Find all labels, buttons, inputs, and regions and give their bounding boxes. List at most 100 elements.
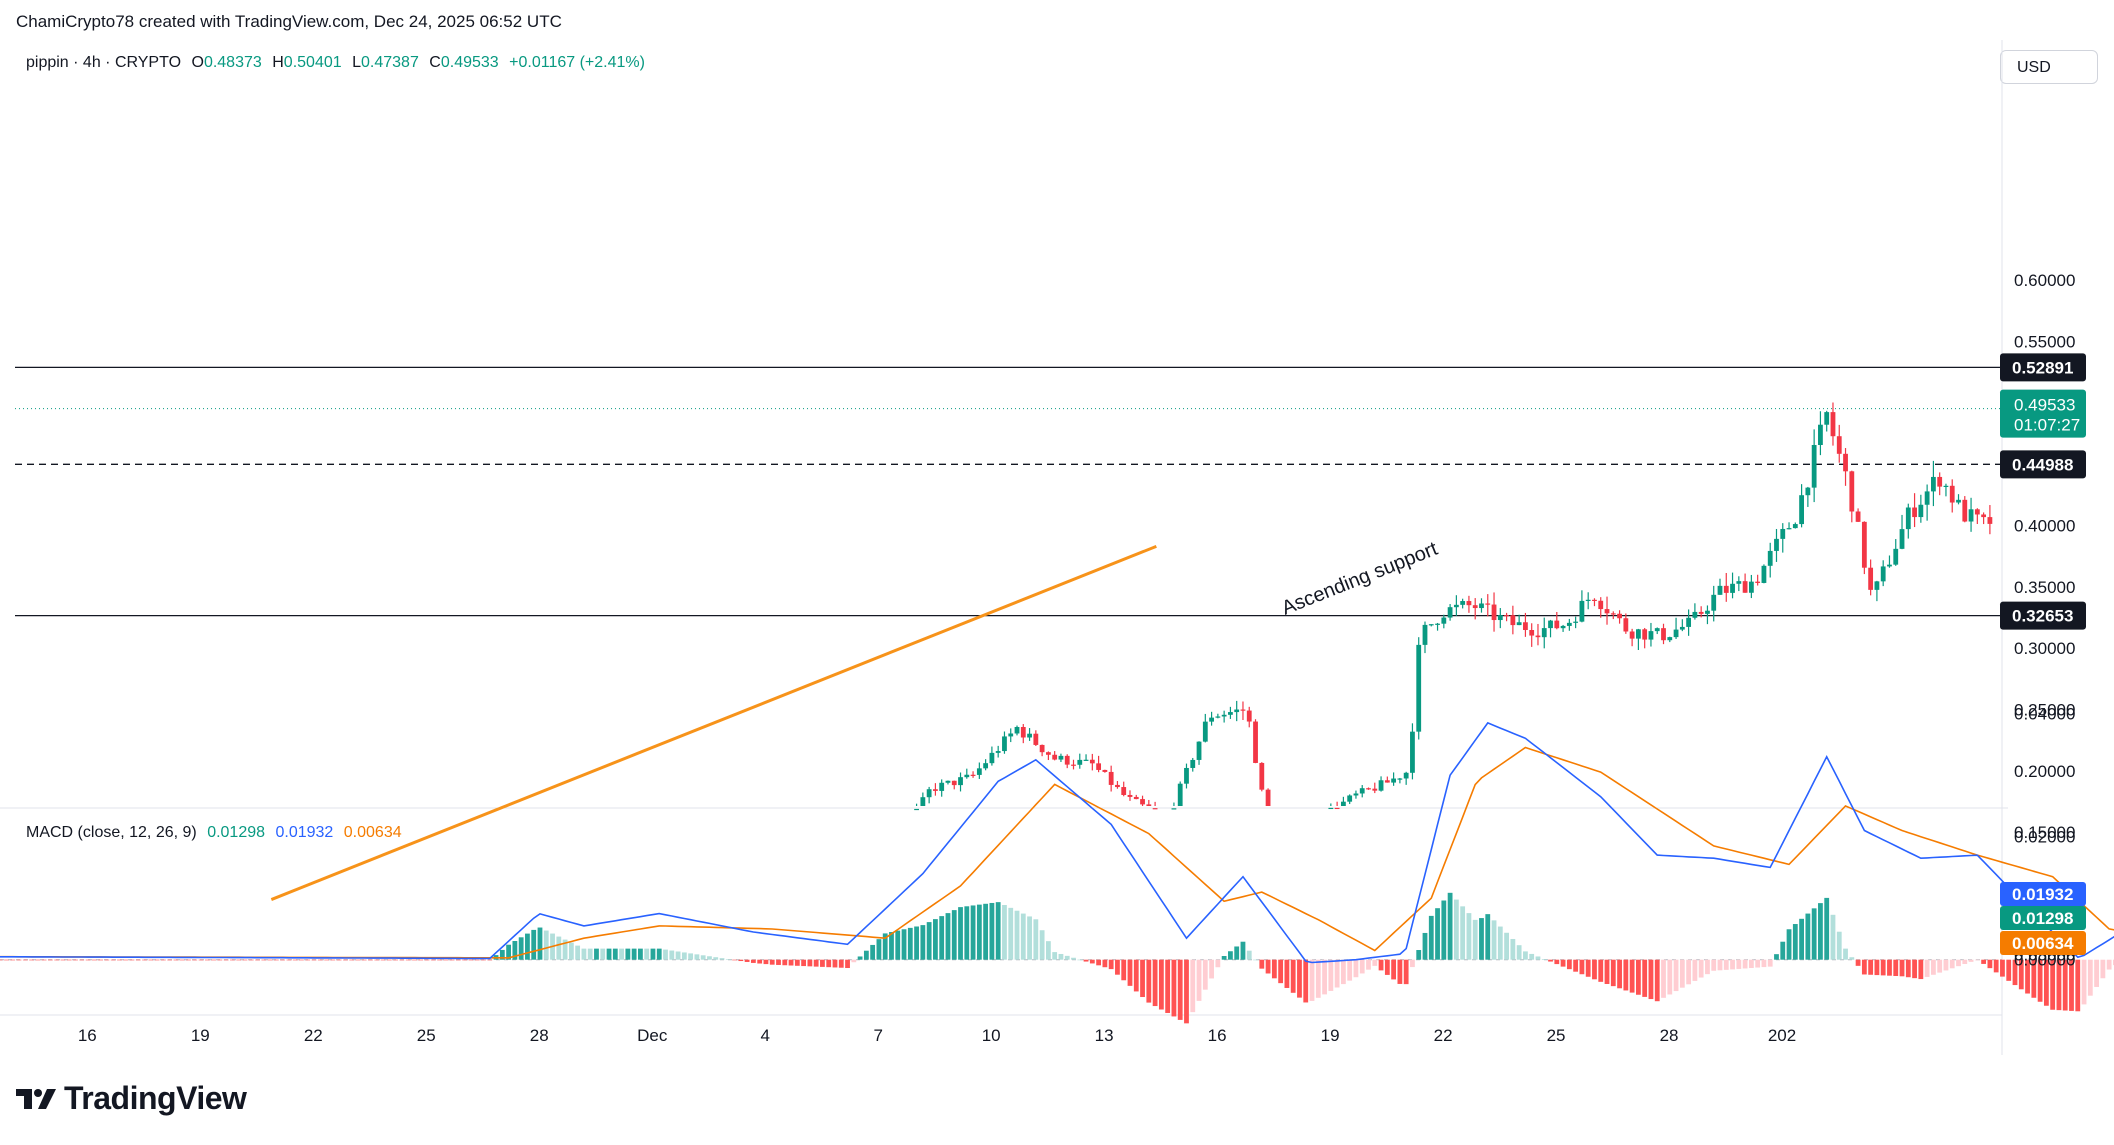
candle-body: [1027, 733, 1032, 738]
macd-hist-bar: [776, 959, 781, 965]
macd-hist-bar: [1027, 916, 1032, 960]
macd-hist-bar: [769, 959, 775, 965]
macd-hist-bar: [1441, 900, 1447, 960]
macd-hist-bar: [1278, 959, 1284, 984]
candle-body: [1240, 709, 1246, 711]
macd-hist-bar: [1347, 959, 1353, 981]
candle-body: [1146, 804, 1152, 806]
macd-hist-bar: [242, 959, 248, 961]
macd-hist-bar: [1340, 959, 1346, 985]
macd-hist-bar: [1849, 957, 1855, 960]
macd-hist-bar: [399, 959, 405, 961]
macd-hist-bar: [1071, 957, 1076, 960]
macd-hist-bar: [889, 932, 894, 960]
candle-body: [1108, 771, 1114, 785]
macd-hist-bar: [1466, 913, 1472, 960]
macd-hist-bar: [1805, 913, 1811, 960]
macd-hist-bar: [1403, 959, 1409, 985]
candle-body: [1353, 793, 1359, 796]
candle-body: [1541, 628, 1547, 638]
candle-body: [1453, 604, 1459, 608]
macd-hist-bar: [719, 958, 725, 960]
macd-hist-bar: [1723, 959, 1729, 970]
macd-hist-bar: [142, 959, 147, 961]
candle-body: [1052, 754, 1058, 760]
macd-hist-bar: [280, 959, 286, 961]
symbol-label[interactable]: pippin · 4h · CRYPTO: [26, 54, 182, 71]
candle-body: [1121, 787, 1127, 795]
candle-body: [1843, 453, 1848, 472]
macd-hist-bar: [230, 959, 235, 961]
candle-body: [926, 789, 932, 798]
candle-body: [1736, 581, 1742, 584]
macd-hist-bar: [681, 952, 687, 960]
candle-body: [1560, 625, 1566, 629]
candle-body: [976, 768, 982, 775]
macd-hist-bar: [1730, 959, 1735, 970]
macd-hist-bar: [1077, 959, 1083, 961]
macd-hist-bar: [933, 919, 938, 960]
tradingview-logo[interactable]: TradingView: [16, 1080, 247, 1117]
macd-title[interactable]: MACD (close, 12, 26, 9): [26, 824, 197, 841]
macd-hist-bar: [575, 945, 581, 960]
last-price-label-bg: [2000, 389, 2086, 438]
candle-body: [1479, 603, 1484, 609]
macd-hist-bar: [1686, 959, 1692, 985]
macd-hist-bar: [537, 927, 543, 960]
time-tick-label-15: 25: [1547, 1026, 1566, 1045]
macd-hist-bar: [1843, 948, 1848, 960]
macd-hist-bar: [1830, 914, 1836, 960]
macd-hist-bar: [104, 959, 110, 961]
macd-hist-bar: [66, 959, 72, 961]
candle-body: [1573, 621, 1579, 623]
macd-hist-bar: [951, 910, 957, 960]
price-tick-label-9: 0.15000: [2014, 823, 2075, 842]
macd-hist-bar: [782, 959, 788, 966]
macd-hist-bar: [794, 959, 800, 966]
currency-button[interactable]: USD: [2000, 50, 2098, 84]
macd-hist-bar: [154, 959, 160, 961]
macd-hist-bar: [750, 959, 756, 963]
macd-hist-bar: [1868, 959, 1874, 975]
macd-hist-bar: [1912, 959, 1917, 979]
candle-body: [1491, 604, 1497, 621]
macd-hist-bar: [606, 948, 612, 960]
macd-hist-bar: [556, 936, 562, 960]
macd-hist-bar: [1949, 959, 1955, 969]
macd-hist-bar: [1504, 932, 1509, 960]
macd-hist-bar: [1548, 959, 1553, 962]
macd-hist-bar: [198, 959, 204, 961]
macd-hist-bar: [832, 959, 838, 968]
macd-hist-bar: [1566, 959, 1572, 970]
macd-hist-bar: [1171, 959, 1177, 1017]
candle-body: [1811, 445, 1817, 488]
candle-body: [1089, 759, 1095, 764]
candle-body: [1014, 726, 1020, 734]
macd-hist-bar: [2100, 959, 2106, 979]
macd-hist-bar: [1453, 899, 1459, 960]
macd-hist-bar: [1096, 959, 1102, 966]
macd-hist-bar: [1228, 951, 1233, 960]
macd-hist-bar: [499, 949, 505, 960]
macd-hist-bar: [1447, 892, 1453, 960]
macd-hist-bar: [273, 959, 279, 961]
macd-hist-bar: [1786, 929, 1792, 960]
candle-body: [1962, 499, 1968, 522]
macd-hist-bar: [1780, 941, 1786, 960]
candle-body: [945, 780, 951, 783]
candle-body: [1359, 788, 1365, 794]
macd-hist-bar: [1604, 959, 1610, 984]
candle-body: [1855, 511, 1861, 522]
macd-hist-bar: [1629, 959, 1635, 993]
candle-body: [1818, 424, 1823, 446]
macd-hist-bar: [1799, 918, 1804, 960]
macd-hist-bar: [995, 902, 1001, 960]
macd-hist-bar: [1196, 959, 1202, 1001]
candle-body: [920, 797, 926, 806]
macd-hist-bar: [10, 959, 16, 961]
macd-hist-bar: [2031, 959, 2037, 998]
macd-hist-bar: [1642, 959, 1648, 997]
candle-body: [1554, 620, 1560, 629]
macd-hist-bar: [1366, 959, 1371, 970]
